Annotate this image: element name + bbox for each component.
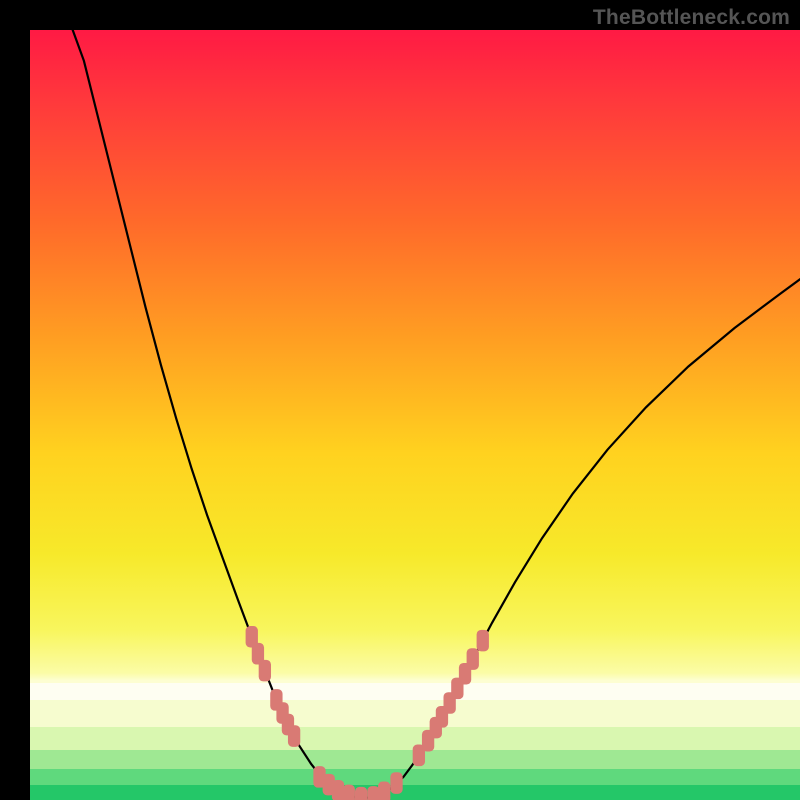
marker-group: [246, 626, 489, 800]
curve-marker: [367, 786, 379, 800]
curve-marker: [259, 660, 271, 682]
curve-marker: [288, 725, 300, 747]
plot-area: [30, 30, 800, 800]
chart-overlay: [30, 30, 800, 800]
curve-marker: [390, 772, 402, 794]
curve-marker: [467, 648, 479, 670]
curve-marker: [355, 787, 367, 800]
watermark-text: TheBottleneck.com: [593, 6, 790, 30]
curve-marker: [332, 780, 344, 800]
curve-marker: [477, 630, 489, 652]
bottleneck-curve: [69, 30, 800, 798]
plot-frame: [0, 0, 800, 800]
curve-marker: [378, 782, 390, 800]
curve-marker: [343, 785, 355, 800]
